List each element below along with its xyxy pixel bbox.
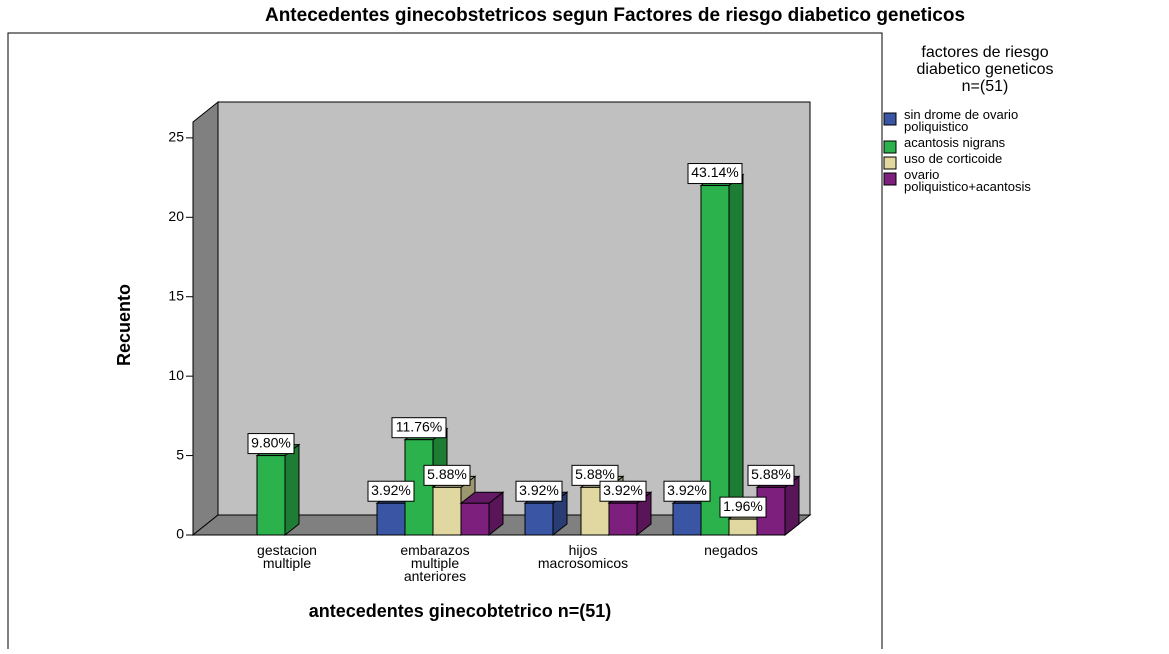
legend-swatch — [883, 172, 897, 186]
value-label: 5.88% — [751, 466, 791, 482]
value-label-box — [747, 464, 795, 486]
y-tick-label: 10 — [168, 367, 184, 383]
value-label: 3.92% — [371, 482, 411, 498]
x-tick-label: gestacion multiple — [257, 542, 317, 571]
bar-front — [672, 502, 702, 536]
bar-front — [608, 502, 638, 536]
bar-front — [728, 518, 758, 536]
bar-front — [376, 502, 406, 536]
value-label-box — [719, 496, 767, 518]
bar-front — [432, 486, 462, 536]
value-label: 1.96% — [723, 498, 763, 514]
legend-swatch — [883, 112, 897, 126]
legend-label: sin drome de ovario poliquistico — [904, 107, 1018, 134]
value-label-box — [515, 480, 563, 502]
legend-swatch — [883, 140, 897, 154]
y-tick-label: 15 — [168, 287, 184, 303]
x-tick-label: embarazos multiple anteriores — [400, 542, 469, 584]
value-label: 43.14% — [691, 164, 738, 180]
x-tick-label: hijos macrosomicos — [538, 542, 628, 571]
value-label-box — [663, 480, 711, 502]
value-label-box — [391, 417, 447, 439]
value-label: 5.88% — [575, 466, 615, 482]
value-label-box — [599, 480, 647, 502]
x-tick-label: negados — [704, 542, 758, 558]
legend-title: factores de riesgo diabetico geneticos n=(… — [917, 44, 1054, 95]
y-tick-label: 5 — [176, 446, 184, 462]
legend-label: acantosis nigrans — [904, 135, 1006, 150]
y-tick-label: 20 — [168, 208, 184, 224]
value-label-box — [687, 163, 743, 185]
bar-front — [460, 502, 490, 536]
bar-side — [284, 443, 300, 537]
y-tick-label: 25 — [168, 129, 184, 145]
side-wall — [192, 100, 219, 537]
bar-side — [728, 173, 744, 537]
value-label: 3.92% — [667, 482, 707, 498]
value-label-box — [571, 464, 619, 486]
value-label: 11.76% — [396, 418, 442, 434]
bar-front — [256, 455, 286, 536]
value-label: 9.80% — [251, 434, 291, 450]
bar — [459, 491, 505, 537]
y-tick-label: 0 — [176, 526, 184, 542]
value-label-box — [247, 433, 295, 455]
y-axis-label: Recuento — [114, 284, 134, 366]
value-label: 3.92% — [603, 482, 643, 498]
bar — [255, 443, 301, 537]
bar-front — [700, 185, 730, 536]
value-label-box — [367, 480, 415, 502]
value-label: 3.92% — [519, 482, 559, 498]
value-label-box — [423, 464, 471, 486]
x-axis-label: antecedentes ginecobtetrico n=(51) — [309, 601, 612, 621]
legend-swatch — [883, 156, 897, 170]
chart-title: Antecedentes ginecobstetricos segun Fact… — [265, 5, 965, 26]
legend-label: ovario poliquistico+acantosis — [904, 167, 1031, 194]
legend-label: uso de corticoide — [904, 151, 1002, 166]
bar-front — [524, 502, 554, 536]
value-label: 5.88% — [427, 466, 467, 482]
